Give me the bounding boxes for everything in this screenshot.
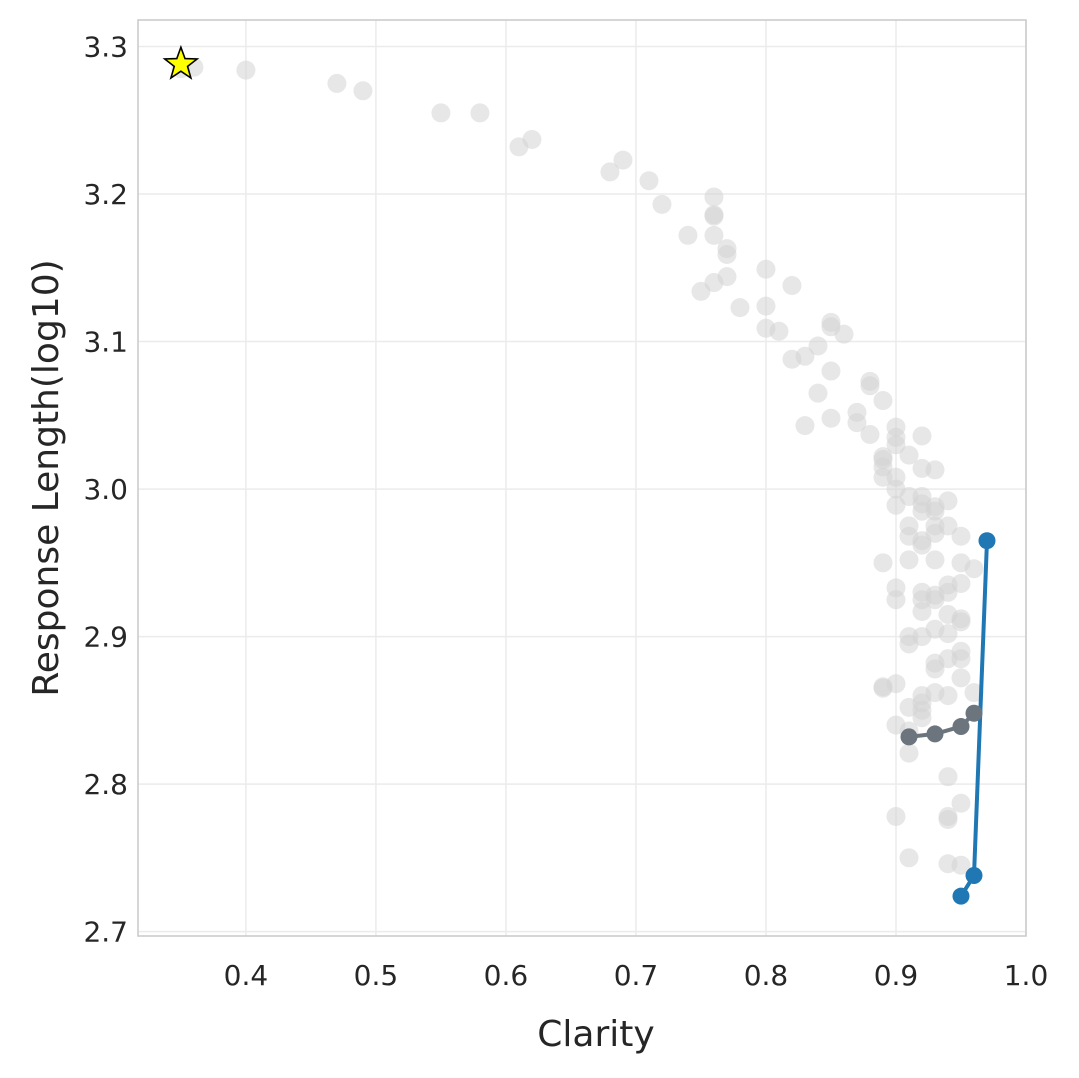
background-point <box>808 336 828 356</box>
background-points <box>171 57 984 875</box>
background-point <box>717 267 737 287</box>
background-point <box>821 361 841 381</box>
x-tick-label: 0.4 <box>224 959 269 992</box>
background-point <box>938 624 958 644</box>
y-tick-label: 2.7 <box>83 916 128 949</box>
gray-line-point <box>952 718 970 736</box>
background-point <box>938 767 958 787</box>
gray-line-point <box>900 728 918 746</box>
x-tick-label: 0.8 <box>744 959 789 992</box>
background-point <box>860 424 880 444</box>
background-point <box>704 225 724 245</box>
background-point <box>912 601 932 621</box>
x-tick-label: 0.7 <box>614 959 659 992</box>
y-tick-label: 3.0 <box>83 473 128 506</box>
background-point <box>860 376 880 396</box>
background-point <box>925 460 945 480</box>
background-point <box>717 245 737 265</box>
background-point <box>470 103 490 123</box>
x-tick-label: 0.5 <box>354 959 399 992</box>
y-tick-label: 3.2 <box>83 178 128 211</box>
background-point <box>769 321 789 341</box>
background-point <box>795 416 815 436</box>
background-point <box>899 848 919 868</box>
y-tick-label: 2.9 <box>83 621 128 654</box>
background-point <box>925 550 945 570</box>
background-point <box>652 194 672 214</box>
background-point <box>327 73 347 93</box>
x-tick-labels: 0.4 0.5 0.6 0.7 0.8 0.9 1.0 <box>224 959 1049 992</box>
background-point <box>964 683 984 703</box>
background-point <box>899 550 919 570</box>
background-point <box>678 225 698 245</box>
gray-line-point <box>926 725 944 743</box>
background-point <box>912 535 932 555</box>
highlight-lines <box>900 532 996 905</box>
background-point <box>756 259 776 279</box>
background-point <box>938 686 958 706</box>
background-point <box>353 81 373 101</box>
background-point <box>782 276 802 296</box>
gray-line-point <box>965 704 983 722</box>
background-point <box>886 674 906 694</box>
background-point <box>951 526 971 546</box>
background-point <box>756 296 776 316</box>
blue-line-point <box>952 887 970 905</box>
background-point <box>899 743 919 763</box>
background-point <box>886 590 906 610</box>
background-point <box>886 435 906 455</box>
x-tick-label: 0.6 <box>484 959 529 992</box>
blue-line-point <box>978 532 996 550</box>
y-tick-label: 3.1 <box>83 326 128 359</box>
y-axis-label: Response Length(log10) <box>26 259 67 696</box>
background-point <box>899 445 919 465</box>
background-point <box>951 793 971 813</box>
y-tick-labels: 2.7 2.8 2.9 3.0 3.1 3.2 3.3 <box>83 31 128 949</box>
y-tick-label: 2.8 <box>83 768 128 801</box>
background-point <box>873 391 893 411</box>
background-point <box>600 162 620 182</box>
background-point <box>808 383 828 403</box>
background-point <box>834 324 854 344</box>
x-tick-label: 0.9 <box>874 959 919 992</box>
background-point <box>938 491 958 511</box>
x-axis-label: Clarity <box>537 1014 654 1055</box>
background-point <box>730 298 750 318</box>
background-point <box>795 346 815 366</box>
background-point <box>951 573 971 593</box>
background-point <box>613 150 633 170</box>
background-point <box>236 60 256 80</box>
y-tick-label: 3.3 <box>83 31 128 64</box>
background-point <box>873 553 893 573</box>
background-point <box>951 612 971 632</box>
x-tick-label: 1.0 <box>1004 959 1049 992</box>
star-markers <box>162 44 200 80</box>
star-marker <box>162 44 200 80</box>
background-point <box>821 408 841 428</box>
background-point <box>951 668 971 688</box>
gray-line-path <box>908 711 976 739</box>
background-point <box>951 855 971 875</box>
background-point <box>704 187 724 207</box>
background-point <box>925 501 945 521</box>
background-point <box>886 807 906 827</box>
background-point <box>938 516 958 536</box>
background-point <box>925 659 945 679</box>
plot-frame <box>137 19 1027 937</box>
background-point <box>431 103 451 123</box>
background-point <box>938 809 958 829</box>
background-point <box>951 649 971 669</box>
background-point <box>873 467 893 487</box>
background-point <box>912 426 932 446</box>
background-point <box>912 708 932 728</box>
background-point <box>847 413 867 433</box>
background-point <box>704 206 724 226</box>
background-point <box>522 129 542 149</box>
background-point <box>639 171 659 191</box>
blue-line-point <box>965 867 983 885</box>
background-point <box>964 559 984 579</box>
